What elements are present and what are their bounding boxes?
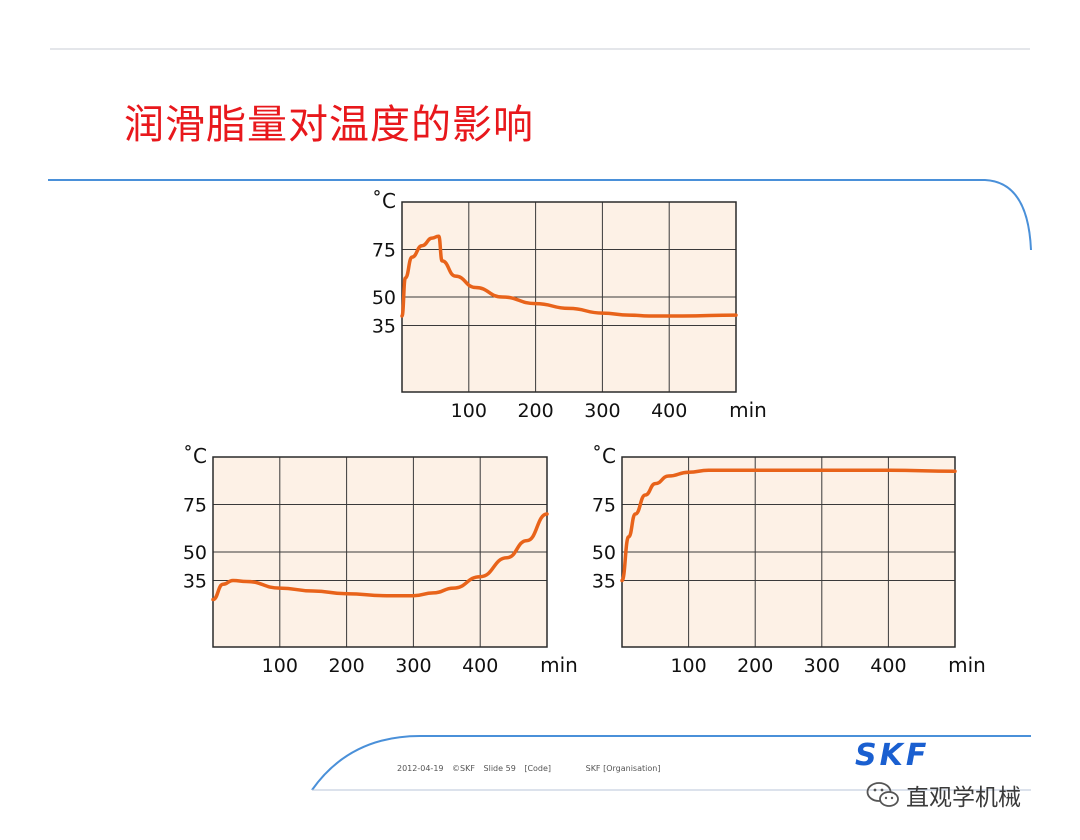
x-axis-label: min <box>729 398 767 422</box>
y-tick-label: 75 <box>372 240 396 262</box>
y-tick-label: 75 <box>183 495 207 517</box>
x-tick-label: 200 <box>328 655 364 677</box>
slide-title: 润滑脂量对温度的影响 <box>124 102 534 148</box>
x-axis-label: min <box>540 653 578 677</box>
x-tick-label: 400 <box>462 655 498 677</box>
temperature-series-line <box>211 512 549 602</box>
y-axis-label: ˚C <box>592 444 616 468</box>
y-tick-label: 50 <box>372 287 396 309</box>
y-tick-label: 35 <box>372 316 396 338</box>
x-tick-label: 100 <box>670 655 706 677</box>
temperature-series-line <box>620 468 957 583</box>
x-axis-label: min <box>948 653 986 677</box>
skf-logo: SKF <box>855 738 930 773</box>
y-axis-label: ˚C <box>183 444 207 468</box>
x-tick-label: 400 <box>651 400 687 422</box>
wechat-icon <box>866 782 899 807</box>
footer-copyright: ©SKF <box>452 764 475 773</box>
plot-frame <box>621 456 956 648</box>
y-axis-label: ˚C <box>372 189 396 213</box>
watermark-text: 直观学机械 <box>906 785 1021 811</box>
footer-organisation: SKF [Organisation] <box>585 764 661 773</box>
y-tick-label: 35 <box>183 571 207 593</box>
x-tick-label: 200 <box>737 655 773 677</box>
footer-code: [Code] <box>524 764 552 773</box>
footer-slide-number: Slide 59 <box>483 764 516 773</box>
x-tick-label: 100 <box>262 655 298 677</box>
y-tick-label: 50 <box>592 542 616 564</box>
x-tick-label: 300 <box>584 400 620 422</box>
temperature-series-line <box>400 234 738 318</box>
y-tick-label: 75 <box>592 495 616 517</box>
footer-swoosh <box>311 735 1031 791</box>
watermark: 直观学机械 <box>866 778 1021 812</box>
x-tick-label: 100 <box>451 400 487 422</box>
y-tick-label: 35 <box>592 571 616 593</box>
x-tick-label: 300 <box>804 655 840 677</box>
y-tick-label: 50 <box>183 542 207 564</box>
x-tick-label: 200 <box>517 400 553 422</box>
footer-meta: 2012-04-19 ©SKF Slide 59 [Code] SKF [Org… <box>397 764 666 773</box>
footer-date: 2012-04-19 <box>397 764 444 773</box>
plot-frame <box>212 456 548 648</box>
header-swoosh <box>48 179 1032 251</box>
x-tick-label: 400 <box>870 655 906 677</box>
x-tick-label: 300 <box>395 655 431 677</box>
